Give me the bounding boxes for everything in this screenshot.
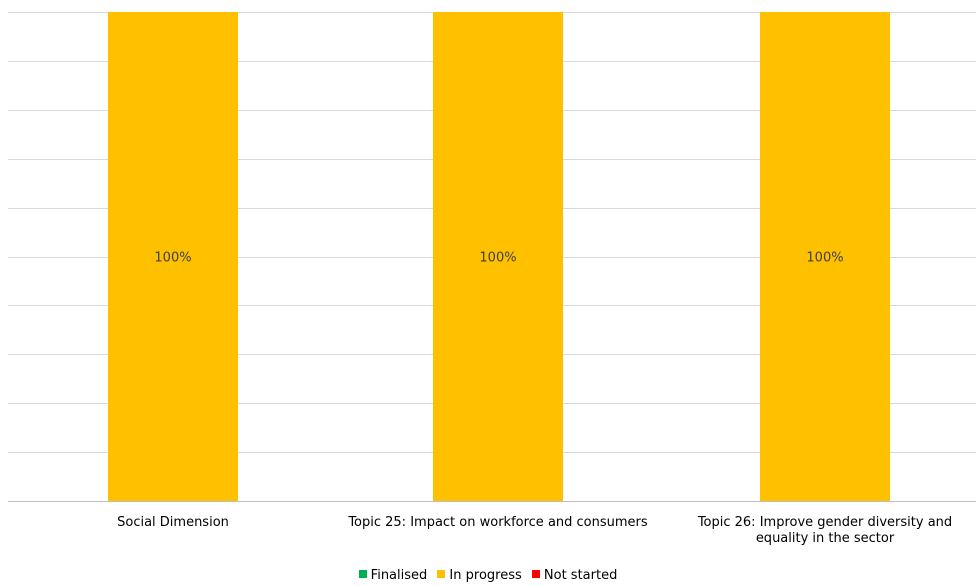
data-label: 100% <box>806 251 843 266</box>
bar-in-progress <box>108 12 238 501</box>
legend-swatch-in-progress <box>437 570 446 578</box>
legend-swatch-finalised <box>358 570 367 578</box>
legend-swatch-not-started <box>531 570 540 578</box>
legend-label: Finalised <box>370 568 428 583</box>
category-label: Social Dimension <box>117 515 229 530</box>
legend-item-in-progress: In progress <box>437 568 522 584</box>
data-label: 100% <box>479 251 516 266</box>
category-label: Topic 26: Improve gender diversity and e… <box>697 515 953 546</box>
legend: Finalised In progress Not started <box>0 568 976 584</box>
legend-item-finalised: Finalised <box>358 568 428 584</box>
legend-item-not-started: Not started <box>531 568 618 584</box>
data-label: 100% <box>154 251 191 266</box>
legend-label: In progress <box>449 568 522 583</box>
legend-label: Not started <box>543 568 618 583</box>
bar-in-progress <box>760 12 890 501</box>
category-label: Topic 25: Impact on workforce and consum… <box>348 515 648 530</box>
bar-in-progress <box>433 12 563 501</box>
